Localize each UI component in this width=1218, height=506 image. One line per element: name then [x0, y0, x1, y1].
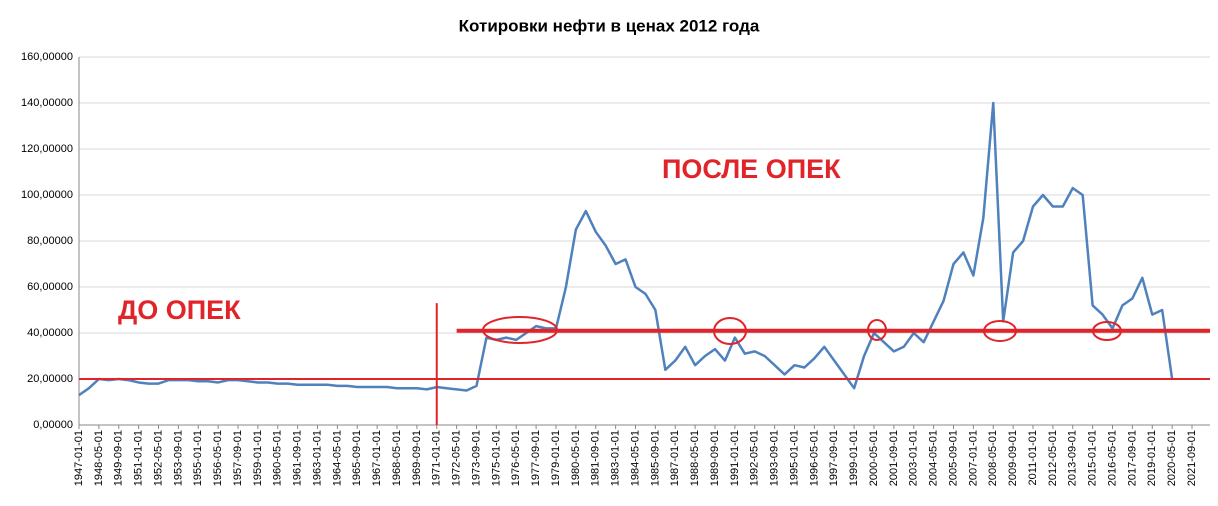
x-tick-label: 1973-09-01: [470, 430, 482, 486]
x-tick-label: 1988-05-01: [689, 430, 701, 486]
x-tick-label: 1996-05-01: [808, 430, 820, 486]
x-tick-label: 1992-05-01: [749, 430, 761, 486]
x-tick-label: 2015-01-01: [1087, 430, 1099, 486]
x-tick-label: 1956-05-01: [212, 430, 224, 486]
x-tick-label: 2004-05-01: [928, 430, 940, 486]
x-tick-label: 1997-09-01: [828, 430, 840, 486]
x-tick-label: 1981-09-01: [590, 430, 602, 486]
highlight-circles: [482, 316, 1122, 345]
x-tick-label: 1975-01-01: [490, 430, 502, 486]
x-tick-label: 2000-05-01: [868, 430, 880, 486]
x-tick-label: 2003-01-01: [908, 430, 920, 486]
data-line: [78, 101, 1174, 397]
x-tick-label: 2009-09-01: [1007, 430, 1019, 486]
annotation: ПОСЛЕ ОПЕК: [662, 154, 841, 184]
x-tick-label: 2013-09-01: [1067, 430, 1079, 486]
x-tick-label: 2005-09-01: [947, 430, 959, 486]
x-tick-label: 1952-05-01: [152, 430, 164, 486]
x-tick-label: 1961-09-01: [292, 430, 304, 486]
y-tick-label: 100,00000: [21, 189, 73, 201]
y-tick-label: 40,00000: [27, 327, 73, 339]
x-tick-label: 1985-09-01: [649, 430, 661, 486]
annotation: ДО ОПЕК: [118, 295, 241, 325]
x-tick-label: 1964-05-01: [331, 430, 343, 486]
x-tick-label: 2008-05-01: [987, 430, 999, 486]
y-tick-label: 160,00000: [21, 51, 73, 63]
y-tick-label: 140,00000: [21, 97, 73, 109]
y-tick-label: 0,00000: [33, 419, 73, 431]
x-tick-label: 1989-09-01: [709, 430, 721, 486]
x-tick-label: 1984-05-01: [629, 430, 641, 486]
x-tick-label: 1987-01-01: [669, 430, 681, 486]
x-tick-label: 1976-05-01: [510, 430, 522, 486]
x-tick-label: 1993-09-01: [769, 430, 781, 486]
x-tick-label: 1983-01-01: [610, 430, 622, 486]
highlight-circle: [983, 320, 1017, 342]
chart-title: Котировки нефти в ценах 2012 года: [459, 16, 760, 35]
x-tick-label: 1960-05-01: [272, 430, 284, 486]
highlight-circle: [867, 319, 887, 341]
x-tick-label: 2021-09-01: [1186, 430, 1198, 486]
x-tick-label: 1972-05-01: [451, 430, 463, 486]
x-tick-label: 1995-01-01: [788, 430, 800, 486]
x-tick-label: 2020-05-01: [1166, 430, 1178, 486]
x-tick-label: 1967-01-01: [371, 430, 383, 486]
x-tick-label: 2001-09-01: [888, 430, 900, 486]
x-tick-label: 1965-09-01: [351, 430, 363, 486]
x-tick-label: 1959-01-01: [252, 430, 264, 486]
y-tick-label: 60,00000: [27, 281, 73, 293]
plot-area: 0,00000 20,00000 40,00000 60,00000 80,00000 1…: [21, 51, 1210, 486]
x-tick-label: 2016-05-01: [1106, 430, 1118, 486]
x-tick-label: 1947-01-01: [73, 430, 85, 486]
x-tick-label: 1968-05-01: [391, 430, 403, 486]
highlight-circle: [1092, 321, 1122, 341]
x-tick-label: 2012-05-01: [1047, 430, 1059, 486]
x-tick-label: 1963-01-01: [311, 430, 323, 486]
x-tick-label: 1999-01-01: [848, 430, 860, 486]
x-tick-label: 1977-09-01: [530, 430, 542, 486]
y-tick-label: 20,00000: [27, 373, 73, 385]
x-tick-label: 1971-01-01: [431, 430, 443, 486]
y-tick-label: 80,00000: [27, 235, 73, 247]
x-tick-label: 2017-09-01: [1126, 430, 1138, 486]
x-tick-label: 1991-01-01: [729, 430, 741, 486]
x-tick-label: 2007-01-01: [967, 430, 979, 486]
y-tick-label: 120,00000: [21, 143, 73, 155]
highlight-circle: [482, 316, 558, 344]
x-tick-label: 1957-09-01: [232, 430, 244, 486]
x-tick-label: 1948-05-01: [93, 430, 105, 486]
x-tick-label: 1955-01-01: [192, 430, 204, 486]
x-tick-label: 2019-01-01: [1146, 430, 1158, 486]
x-tick-label: 1949-09-01: [113, 430, 125, 486]
x-tick-label: 1969-09-01: [411, 430, 423, 486]
x-tick-label: 1979-01-01: [550, 430, 562, 486]
x-tick-label: 1980-05-01: [570, 430, 582, 486]
x-tick-label: 2011-01-01: [1027, 430, 1039, 485]
highlight-circle: [713, 317, 747, 345]
x-tick-label: 1951-01-01: [133, 430, 145, 486]
x-tick-label: 1953-09-01: [172, 430, 184, 486]
